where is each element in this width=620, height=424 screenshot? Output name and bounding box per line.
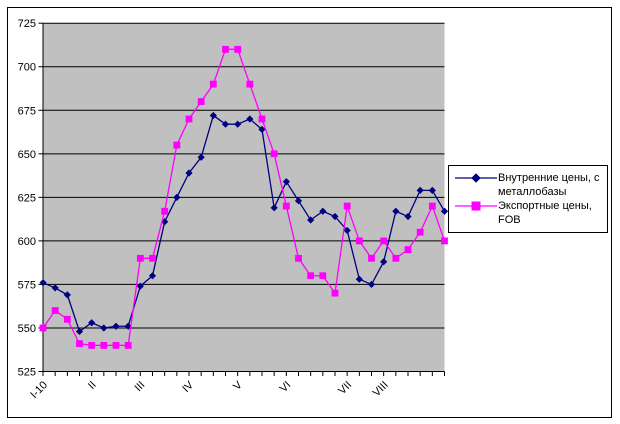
series-0-marker <box>416 186 424 194</box>
series-0-marker <box>270 204 278 212</box>
series-1-marker <box>76 340 83 348</box>
series-0-marker <box>39 279 47 287</box>
y-axis-label: 675 <box>18 105 36 117</box>
legend: Внутренние цены, с металлобазы Экспортны… <box>448 165 608 233</box>
series-1-marker <box>124 341 132 349</box>
y-axis-label: 650 <box>18 149 36 161</box>
series-0-marker <box>355 275 363 283</box>
x-axis-label: I-10 <box>28 379 50 401</box>
series-1-marker <box>209 80 217 88</box>
series-1-marker <box>173 141 181 149</box>
legend-entry-export: Экспортные цены, FOB <box>454 199 605 227</box>
series-1-marker <box>428 202 436 210</box>
x-axis-label: VIII <box>371 379 391 399</box>
series-0-marker <box>404 212 412 221</box>
series-1-marker <box>234 45 242 53</box>
x-axis-label: II <box>86 379 99 392</box>
series-0-marker <box>148 272 157 280</box>
y-axis-label: 550 <box>18 323 36 335</box>
series-1-marker <box>246 80 254 88</box>
series-1-marker <box>319 272 327 280</box>
series-0-marker <box>185 169 193 177</box>
legend-label-export: Экспортные цены, FOB <box>498 200 592 226</box>
series-1-marker <box>295 254 302 262</box>
series-0-marker <box>221 120 230 128</box>
series-0-marker <box>343 226 351 235</box>
y-axis-label: 725 <box>18 18 36 30</box>
series-1-marker <box>258 115 266 123</box>
series-0-marker <box>367 280 376 289</box>
series-1-marker <box>404 246 412 253</box>
legend-sample-square-icon <box>455 201 497 211</box>
y-axis-label: 700 <box>18 62 36 74</box>
series-0-marker <box>75 327 84 336</box>
series-line-1 <box>42 48 446 347</box>
x-axis-label: V <box>231 379 245 393</box>
series-0-marker <box>246 115 254 123</box>
series-1-marker <box>149 254 156 262</box>
series-1-marker <box>441 237 448 245</box>
series-1-marker <box>416 228 424 236</box>
legend-sample-diamond-icon <box>455 173 497 183</box>
series-0-marker <box>100 324 108 332</box>
series-1-marker <box>185 115 193 123</box>
series-1-marker <box>100 341 108 349</box>
series-0-marker <box>282 178 290 186</box>
x-axis-label: VI <box>278 379 294 395</box>
series-1-marker <box>112 341 120 349</box>
y-axis-label: 600 <box>18 236 36 248</box>
y-axis-label: 575 <box>18 279 36 291</box>
series-1-marker <box>88 341 96 349</box>
series-1-marker <box>161 207 169 215</box>
series-1-marker <box>51 307 59 314</box>
series-0-marker <box>392 207 400 215</box>
series-1-marker <box>222 45 229 53</box>
series-0-marker <box>112 322 120 330</box>
series-0-marker <box>63 291 71 299</box>
series-1-marker <box>197 98 205 105</box>
legend-entry-internal: Внутренние цены, с металлобазы <box>454 171 605 199</box>
series-1-marker <box>39 324 47 332</box>
series-1-marker <box>136 254 144 262</box>
series-1-marker <box>331 289 339 297</box>
series-1-marker <box>368 254 375 262</box>
x-axis-label: VII <box>336 379 354 397</box>
series-1-marker <box>343 202 351 210</box>
series-0-marker <box>294 197 303 205</box>
y-axis-label: 625 <box>18 192 36 204</box>
series-1-marker <box>355 237 363 245</box>
series-0-marker <box>319 207 327 215</box>
series-0-marker <box>258 125 266 134</box>
series-1-marker <box>392 254 400 262</box>
y-axis-label: 525 <box>18 367 36 379</box>
series-1-marker <box>380 237 388 245</box>
series-0-marker <box>136 282 144 290</box>
series-0-marker <box>209 111 217 120</box>
series-0-marker <box>307 216 315 224</box>
series-0-marker <box>234 120 242 128</box>
series-0-marker <box>331 212 339 221</box>
series-0-marker <box>173 193 181 201</box>
series-0-marker <box>380 258 388 266</box>
series-1-marker <box>307 272 315 280</box>
series-0-marker <box>51 284 59 292</box>
series-1-marker <box>282 202 290 210</box>
x-axis-label: IV <box>180 379 196 395</box>
series-0-marker <box>428 186 436 194</box>
series-0-marker <box>440 207 449 215</box>
series-line-0 <box>42 114 446 333</box>
series-0-marker <box>88 319 96 327</box>
series-1-marker <box>63 315 71 323</box>
legend-label-internal: Внутренние цены, с металлобазы <box>498 172 600 198</box>
series-0-marker <box>197 153 205 161</box>
series-1-marker <box>270 150 278 158</box>
x-axis-label: III <box>132 379 147 394</box>
